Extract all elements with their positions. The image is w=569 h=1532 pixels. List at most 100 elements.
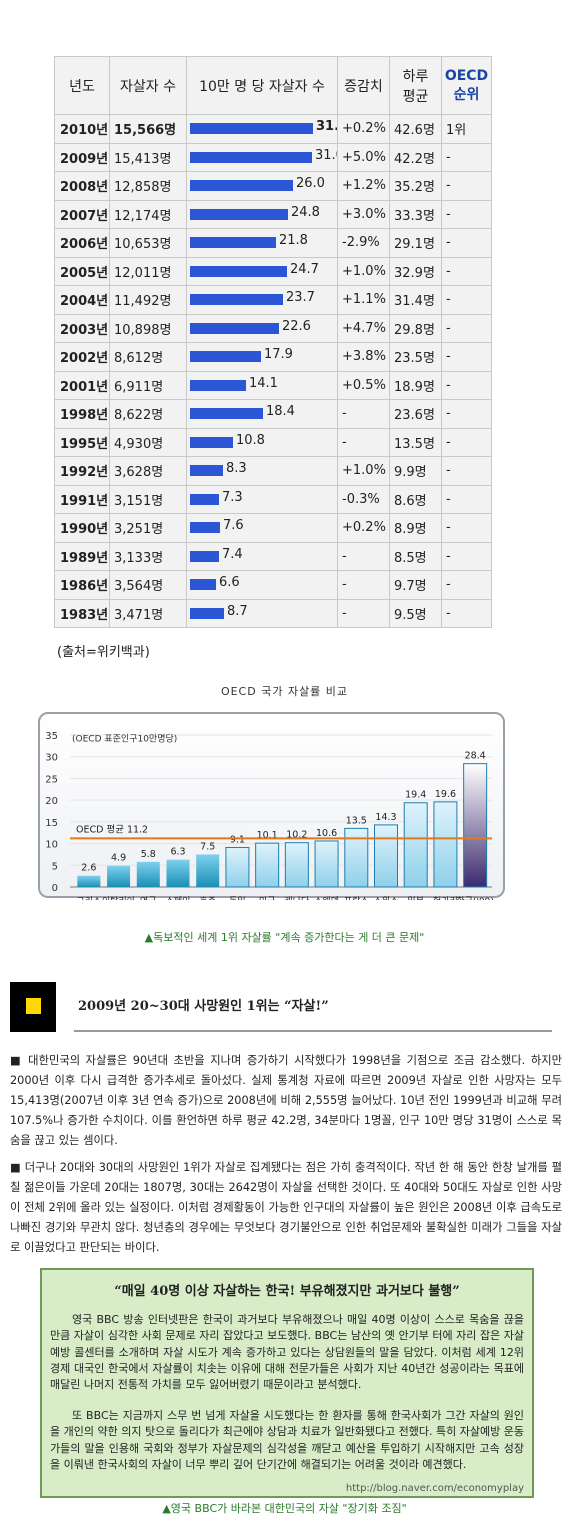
x-tick-label: 캐나다 [284, 896, 310, 900]
cell-year: 2007년 [54, 199, 110, 229]
x-tick-label: 독일 [229, 896, 246, 900]
table-row: 1990년 3,251명 7.6 +0.2% 8.9명 - [54, 513, 492, 543]
table-row: 2006년 10,653명 21.8 -2.9% 29.1명 - [54, 228, 492, 258]
cell-count: 3,564명 [109, 570, 187, 600]
cell-change: -2.9% [337, 228, 390, 258]
header-oecd-line1: OECD [444, 67, 489, 84]
table-row: 2005년 12,011명 24.7 +1.0% 32.9명 - [54, 256, 492, 286]
cell-count: 3,471명 [109, 598, 187, 628]
rate-value: 21.8 [279, 233, 308, 248]
header-oecd-line2: 순위 [453, 86, 480, 103]
cell-oecd-rank: - [441, 570, 492, 600]
table-row: 2002년 8,612명 17.9 +3.8% 23.5명 - [54, 342, 492, 372]
cell-year: 2010년 [54, 114, 110, 144]
bar-value-label: 4.9 [111, 853, 126, 864]
cell-count: 11,492명 [109, 285, 187, 315]
header-count: 자살자 수 [109, 56, 187, 115]
cell-oecd-rank: - [441, 256, 492, 286]
table-row: 1992년 3,628명 8.3 +1.0% 9.9명 - [54, 456, 492, 486]
rate-value: 8.3 [226, 461, 247, 476]
cell-year: 1991년 [54, 484, 110, 514]
header-daily: 하루 평균 [389, 56, 442, 115]
cell-oecd-rank: - [441, 598, 492, 628]
chart-bar [403, 802, 428, 888]
cell-change: -0.3% [337, 484, 390, 514]
quote-paragraph-2: 또 BBC는 지금까지 스무 번 넘게 자살을 시도했다는 한 환자를 통해 한… [50, 1409, 524, 1471]
cell-count: 3,151명 [109, 484, 187, 514]
cell-daily: 32.9명 [389, 256, 442, 286]
table-row: 2007년 12,174명 24.8 +3.0% 33.3명 - [54, 199, 492, 229]
cell-daily: 23.6명 [389, 399, 442, 429]
cell-count: 10,653명 [109, 228, 187, 258]
x-tick-label: 스위스 [374, 896, 399, 900]
cell-year: 1989년 [54, 541, 110, 571]
oecd-average-label: OECD 평균 11.2 [76, 824, 148, 835]
header-daily-line2: 평균 [402, 88, 429, 105]
cell-rate: 31.0 [186, 142, 338, 172]
bar-value-label: 19.6 [435, 789, 456, 800]
cell-change: +0.2% [337, 114, 390, 144]
rate-bar [190, 408, 263, 419]
rate-bar [190, 436, 233, 448]
yellow-square-icon [26, 998, 41, 1014]
cell-year: 1983년 [54, 598, 110, 628]
x-tick-label: 헝가리 [433, 896, 458, 900]
cell-rate: 17.9 [186, 342, 338, 372]
cell-rate: 14.1 [186, 370, 338, 400]
cell-rate: 18.4 [186, 399, 338, 429]
cell-daily: 29.1명 [389, 228, 442, 258]
cell-count: 15,413명 [109, 142, 187, 172]
cell-oecd-rank: - [441, 313, 492, 343]
y-tick-label: 25 [45, 774, 58, 785]
cell-daily: 13.5명 [389, 427, 442, 457]
section-marker-icon [10, 982, 56, 1032]
cell-rate: 23.7 [186, 285, 338, 315]
rate-bar [190, 351, 261, 362]
cell-change: +1.2% [337, 171, 390, 201]
chart-bar [166, 859, 190, 887]
cell-rate: 7.4 [186, 541, 338, 571]
cell-count: 12,174명 [109, 199, 187, 229]
rate-value: 31.0 [315, 147, 337, 163]
cell-year: 2005년 [54, 256, 110, 286]
cell-daily: 29.8명 [389, 313, 442, 343]
chart-bar [374, 824, 398, 888]
rate-value: 26.0 [296, 176, 325, 191]
rate-bar [190, 180, 293, 191]
article-paragraph-2: ■ 더구나 20대와 30대의 사망원인 1위가 자살로 집계됐다는 점은 가히… [10, 1161, 562, 1254]
rate-value: 8.7 [227, 603, 248, 619]
cell-daily: 31.4명 [389, 285, 442, 315]
cell-rate: 7.3 [186, 484, 338, 514]
cell-rate: 22.6 [186, 313, 338, 343]
cell-year: 2001년 [54, 370, 110, 400]
oecd-bar-chart: 0 5 10 15 20 25 30 35 (OECD 표준인구10만명당) 2.6 그리스 4.9 이… [45, 731, 494, 900]
cell-oecd-rank: - [441, 142, 492, 172]
rate-value: 18.4 [266, 404, 295, 419]
x-tick-label: 호주 [199, 896, 216, 900]
quote-caption: ▲영국 BBC가 바라본 대한민국의 자살 "장기화 조짐" [162, 1502, 407, 1515]
bar-value-label: 9.1 [230, 834, 245, 845]
header-change: 증감치 [337, 56, 390, 115]
cell-change: +3.8% [337, 342, 390, 372]
cell-oecd-rank: 1위 [441, 114, 492, 144]
cell-year: 2006년 [54, 228, 110, 258]
cell-oecd-rank: - [441, 199, 492, 229]
chart-title: OECD 국가 자살률 비교 [220, 685, 349, 698]
cell-oecd-rank: - [441, 171, 492, 201]
cell-change: - [337, 598, 390, 628]
chart-bar [344, 827, 369, 888]
chart-bar [107, 865, 131, 887]
cell-oecd-rank: - [441, 513, 492, 543]
bbc-quote-box: “매일 40명 이상 자살하는 한국! 부유해졌지만 과거보다 불행” 영국 B… [40, 1268, 534, 1498]
cell-daily: 9.5명 [389, 598, 442, 628]
table-row: 1991년 3,151명 7.3 -0.3% 8.6명 - [54, 484, 492, 514]
cell-daily: 42.2명 [389, 142, 442, 172]
table-row: 2008년 12,858명 26.0 +1.2% 35.2명 - [54, 171, 492, 201]
rate-bar [190, 607, 224, 619]
cell-oecd-rank: - [441, 456, 492, 486]
chart-bar [284, 842, 309, 888]
quote-title: “매일 40명 이상 자살하는 한국! 부유해졌지만 과거보다 불행” [114, 1284, 460, 1299]
rate-bar [190, 294, 283, 305]
cell-daily: 23.5명 [389, 342, 442, 372]
x-tick-label: 스웨덴 [314, 895, 339, 900]
